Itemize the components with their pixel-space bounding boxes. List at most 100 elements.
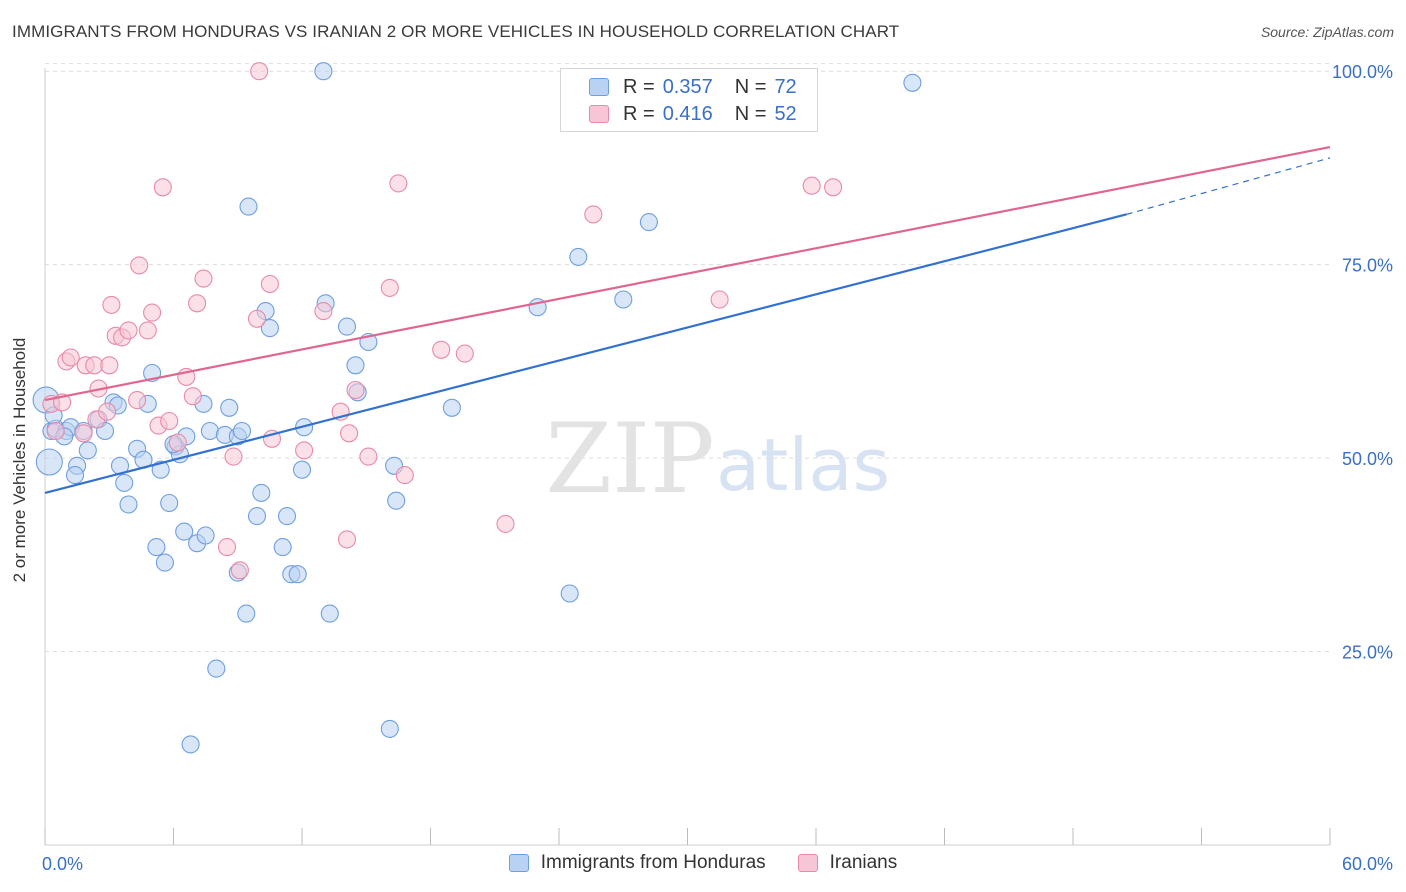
iranians-point xyxy=(346,380,365,400)
watermark-atlas: atlas xyxy=(716,423,890,507)
iranians-point xyxy=(230,561,249,580)
honduras-point xyxy=(220,398,239,417)
honduras-point xyxy=(288,565,307,584)
honduras-trend-extension xyxy=(1126,157,1331,215)
chart-source: Source: ZipAtlas.com xyxy=(1260,24,1394,40)
honduras-point xyxy=(78,441,97,460)
honduras-point xyxy=(337,317,357,336)
honduras-point xyxy=(380,719,399,738)
n-label: N = xyxy=(734,75,767,98)
n-label: N = xyxy=(734,102,767,125)
iranians-point xyxy=(46,421,65,441)
y-tick-label: 100.0% xyxy=(1332,62,1393,82)
iranians-point xyxy=(61,348,80,367)
iranians-point xyxy=(160,411,179,431)
honduras-point xyxy=(232,421,252,441)
honduras-trend-line xyxy=(44,213,1127,494)
r-label: R = xyxy=(623,75,655,98)
honduras-point xyxy=(903,73,922,92)
honduras-point xyxy=(260,319,279,338)
iranians-point xyxy=(295,441,314,460)
y-tick-label: 50.0% xyxy=(1342,449,1393,469)
honduras-point xyxy=(320,604,339,623)
iranians-point xyxy=(584,205,603,224)
legend-item-iranians[interactable]: Iranians xyxy=(797,852,898,874)
honduras-point xyxy=(155,553,174,572)
iranians-point xyxy=(98,402,117,421)
iranians-point xyxy=(455,344,474,363)
honduras-point xyxy=(200,421,219,441)
iranians-point xyxy=(314,302,333,321)
honduras-point xyxy=(442,398,461,417)
watermark: ZIP atlas xyxy=(545,403,890,515)
honduras-point xyxy=(175,522,194,541)
y-tick-label: 25.0% xyxy=(1342,643,1393,663)
honduras-legend-swatch xyxy=(508,854,529,872)
iranians-point xyxy=(340,424,359,443)
tick-labels: 25.0% 50.0% 75.0% 100.0% 0.0% 60.0% xyxy=(42,62,1393,874)
iranians-point xyxy=(710,290,729,309)
iranians-point xyxy=(183,387,202,406)
honduras-point xyxy=(346,356,365,375)
chart-title: IMMIGRANTS FROM HONDURAS VS IRANIAN 2 OR… xyxy=(12,22,900,41)
iranians-point xyxy=(395,466,414,485)
r-label: R = xyxy=(623,102,655,125)
iranians-point xyxy=(102,295,121,314)
stats-row-iranians: R = 0.416 N = 52 xyxy=(589,102,797,126)
honduras-point xyxy=(147,538,166,557)
iranians-point xyxy=(119,321,138,340)
honduras-point xyxy=(614,290,633,309)
honduras-point xyxy=(35,448,63,476)
r-value: 0.357 xyxy=(662,75,713,98)
data-points xyxy=(32,62,922,754)
iranians-point xyxy=(260,274,279,294)
iranians-swatch xyxy=(589,105,609,123)
legend-label-honduras: Immigrants from Honduras xyxy=(540,852,766,873)
iranians-point xyxy=(128,391,147,410)
iranians-point xyxy=(247,309,267,328)
stats-row-honduras: R = 0.357 N = 72 xyxy=(589,75,797,99)
iranians-legend-swatch xyxy=(797,854,818,872)
honduras-point xyxy=(115,473,134,492)
honduras-point xyxy=(252,483,271,502)
y-axis-title: 2 or more Vehicles in Household xyxy=(10,337,29,583)
n-value: 72 xyxy=(774,75,797,98)
iranians-point xyxy=(337,530,357,549)
watermark-zip: ZIP xyxy=(545,403,714,515)
legend-item-honduras[interactable]: Immigrants from Honduras xyxy=(508,852,766,874)
stats-legend: R = 0.357 N = 72 R = 0.416 N = 52 xyxy=(560,68,818,132)
honduras-point xyxy=(387,491,406,510)
iranians-point xyxy=(824,178,843,197)
r-value: 0.416 xyxy=(662,102,713,125)
honduras-point xyxy=(569,247,588,266)
iranians-point xyxy=(802,176,821,195)
honduras-point xyxy=(560,584,579,603)
legend-label-iranians: Iranians xyxy=(829,852,898,873)
iranians-point xyxy=(188,294,207,313)
honduras-point xyxy=(292,460,312,479)
honduras-point xyxy=(160,493,179,513)
honduras-point xyxy=(65,466,85,485)
iranians-point xyxy=(143,303,162,322)
iranians-point xyxy=(138,321,157,340)
iranians-point xyxy=(359,447,378,466)
iranians-point xyxy=(74,424,93,443)
series-legend: Immigrants from Honduras Iranians xyxy=(0,852,1406,874)
honduras-point xyxy=(196,526,215,545)
iranians-point xyxy=(250,62,269,81)
honduras-point xyxy=(277,507,297,526)
iranians-point xyxy=(130,256,149,275)
honduras-point xyxy=(314,62,333,81)
iranians-point xyxy=(380,278,399,297)
honduras-point xyxy=(239,197,258,216)
honduras-point xyxy=(237,604,256,623)
iranians-point xyxy=(85,356,104,375)
honduras-point xyxy=(273,538,292,557)
n-value: 52 xyxy=(774,102,797,125)
honduras-point xyxy=(639,213,658,232)
honduras-point xyxy=(181,735,200,754)
honduras-point xyxy=(247,507,267,526)
iranians-point xyxy=(217,538,237,557)
iranians-point xyxy=(168,433,187,452)
